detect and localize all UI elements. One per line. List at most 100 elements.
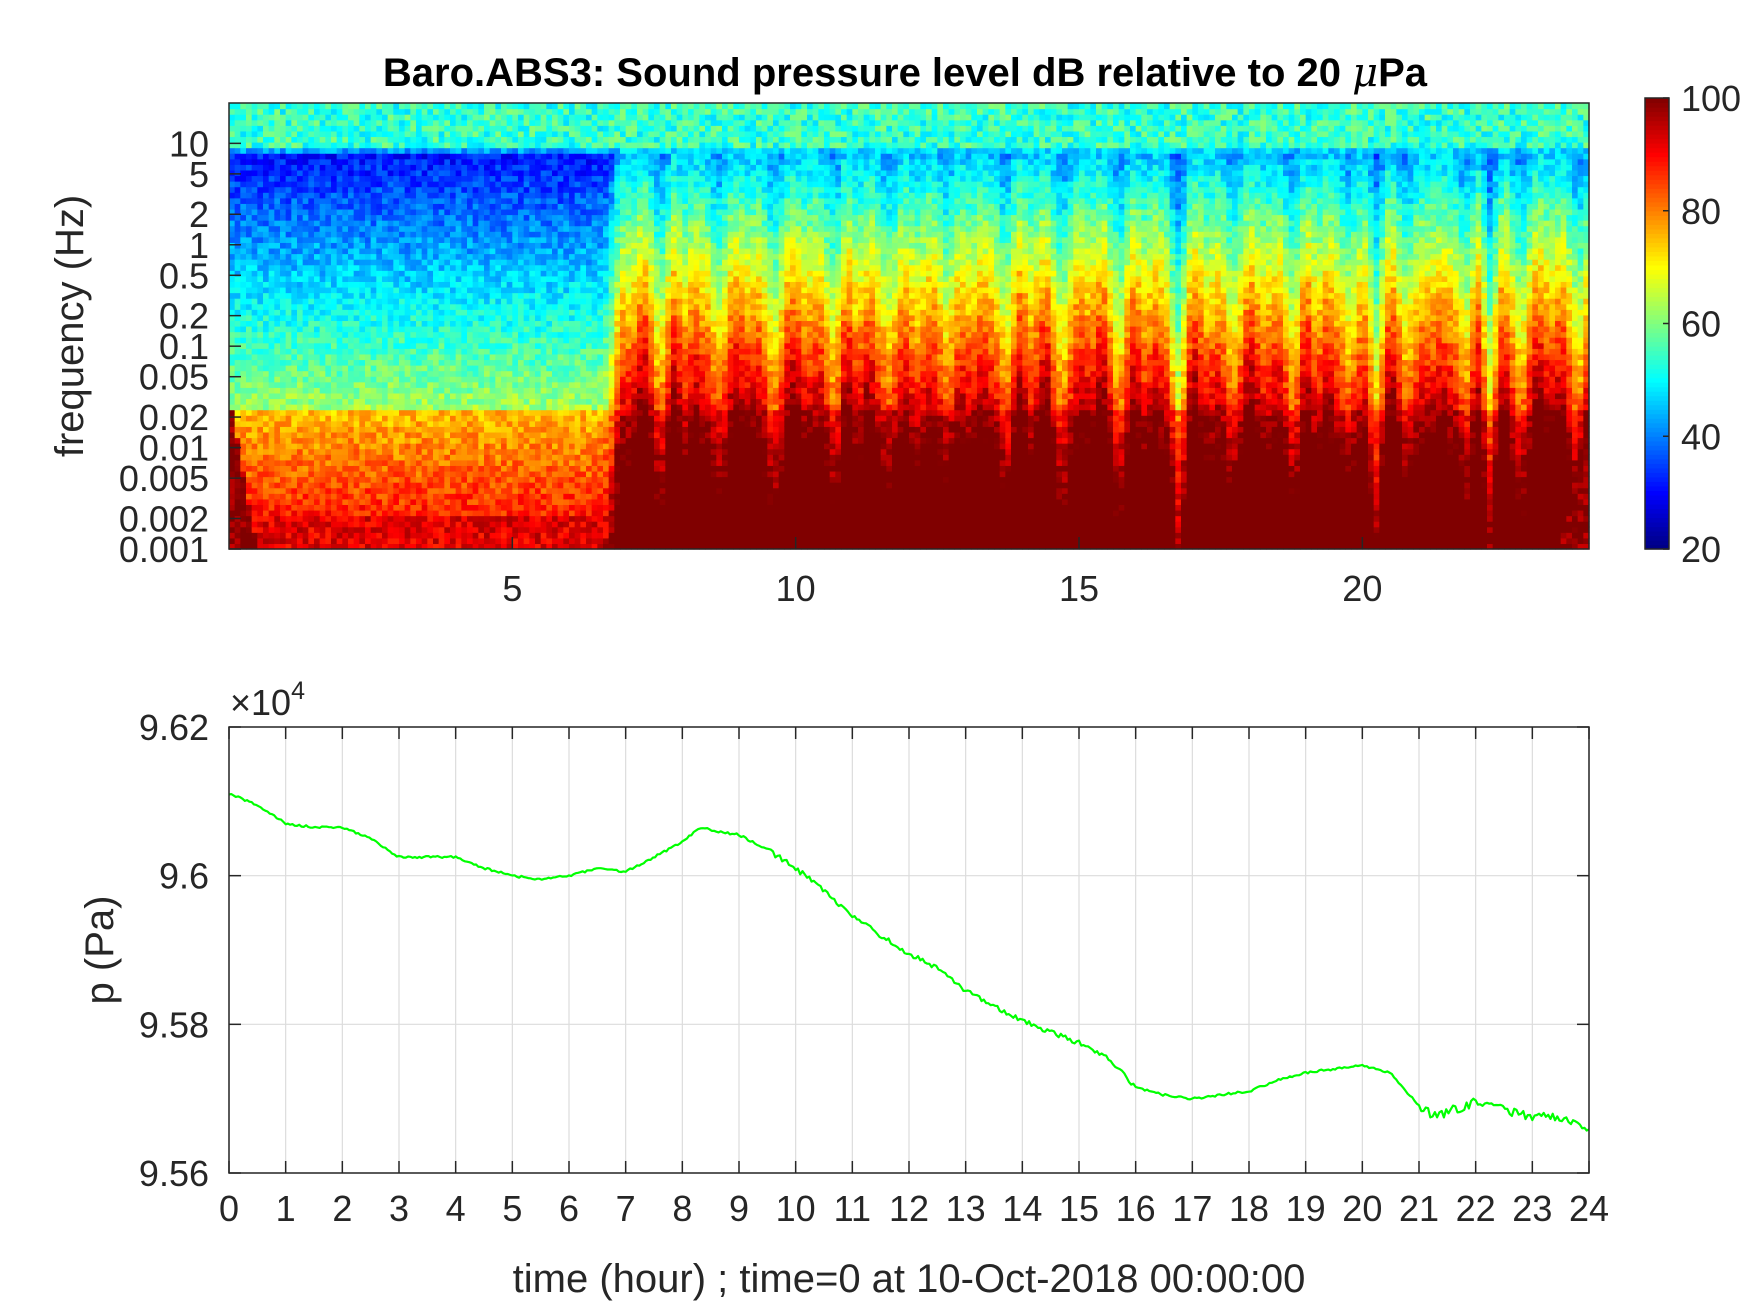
- heatmap-cell: [467, 236, 474, 243]
- heatmap-cell: [410, 437, 417, 444]
- heatmap-cell: [410, 197, 417, 204]
- heatmap-cell: [336, 498, 343, 505]
- heatmap-cell: [263, 326, 270, 333]
- heatmap-cell: [444, 470, 451, 478]
- heatmap-cell: [342, 342, 349, 349]
- heatmap-cell: [489, 426, 496, 433]
- heatmap-cell: [382, 482, 389, 489]
- heatmap-cell: [297, 247, 304, 255]
- heatmap-cell: [478, 158, 485, 165]
- heatmap-cell: [285, 242, 292, 249]
- heatmap-cell: [353, 532, 360, 539]
- heatmap-cell: [523, 376, 530, 383]
- heatmap-cell: [450, 225, 457, 232]
- heatmap-cell: [263, 298, 270, 305]
- heatmap-cell: [331, 370, 338, 377]
- heatmap-cell: [540, 532, 547, 539]
- heatmap-cell: [234, 543, 241, 550]
- heatmap-cell: [365, 114, 372, 121]
- heatmap-cell: [274, 264, 281, 271]
- heatmap-cell: [325, 142, 332, 149]
- heatmap-cell: [353, 537, 360, 545]
- heatmap-cell: [251, 342, 258, 349]
- heatmap-cell: [523, 337, 530, 344]
- heatmap-cell: [569, 119, 576, 126]
- heatmap-cell: [518, 365, 525, 372]
- heatmap-cell: [325, 387, 332, 394]
- heatmap-cell: [489, 476, 496, 483]
- heatmap-cell: [501, 214, 508, 221]
- heatmap-cell: [438, 309, 445, 316]
- heatmap-cell: [529, 259, 536, 266]
- heatmap-cell: [240, 532, 247, 539]
- heatmap-cell: [319, 192, 326, 199]
- heatmap-cell: [410, 275, 417, 282]
- heatmap-cell: [240, 420, 247, 427]
- heatmap-cell: [478, 454, 485, 461]
- heatmap-cell: [240, 286, 247, 294]
- heatmap-cell: [472, 197, 479, 204]
- heatmap-cell: [274, 114, 281, 121]
- heatmap-cell: [512, 543, 519, 550]
- heatmap-cell: [325, 181, 332, 188]
- heatmap-cell: [552, 192, 559, 199]
- heatmap-cell: [353, 281, 360, 288]
- heatmap-cell: [370, 236, 377, 243]
- heatmap-cell: [563, 153, 570, 160]
- heatmap-cell: [387, 303, 394, 310]
- heatmap-cell: [325, 459, 332, 466]
- heatmap-cell: [450, 537, 457, 545]
- heatmap-cell: [523, 404, 530, 411]
- heatmap-cell: [535, 214, 542, 221]
- heatmap-cell: [427, 448, 434, 455]
- heatmap-cell: [302, 493, 309, 500]
- heatmap-cell: [563, 231, 570, 238]
- heatmap-cell: [399, 398, 406, 405]
- heatmap-cell: [512, 253, 519, 260]
- heatmap-cell: [308, 376, 315, 383]
- heatmap-cell: [314, 515, 321, 522]
- heatmap-cell: [416, 164, 423, 171]
- heatmap-cell: [410, 242, 417, 249]
- heatmap-cell: [314, 376, 321, 383]
- heatmap-cell: [501, 493, 508, 500]
- heatmap-cell: [263, 236, 270, 243]
- heatmap-cell: [557, 353, 564, 361]
- heatmap-cell: [263, 415, 270, 422]
- heatmap-cell: [410, 326, 417, 333]
- heatmap-cell: [251, 286, 258, 294]
- heatmap-cell: [569, 292, 576, 299]
- heatmap-cell: [580, 387, 587, 394]
- heatmap-cell: [410, 476, 417, 483]
- heatmap-cell: [268, 359, 275, 366]
- heatmap-cell: [557, 526, 564, 533]
- heatmap-cell: [512, 415, 519, 422]
- heatmap-cell: [416, 169, 423, 177]
- heatmap-cell: [268, 286, 275, 294]
- heatmap-cell: [336, 515, 343, 522]
- heatmap-cell: [331, 114, 338, 121]
- heatmap-cell: [552, 136, 559, 143]
- heatmap-cell: [416, 275, 423, 282]
- heatmap-cell: [353, 326, 360, 333]
- heatmap-cell: [319, 142, 326, 149]
- heatmap-cell: [540, 153, 547, 160]
- heatmap-cell: [410, 286, 417, 294]
- heatmap-cell: [444, 521, 451, 528]
- heatmap-cell: [433, 359, 440, 366]
- heatmap-cell: [285, 331, 292, 338]
- heatmap-cell: [529, 532, 536, 539]
- heatmap-cell: [478, 543, 485, 550]
- heatmap-cell: [229, 476, 236, 483]
- heatmap-cell: [535, 348, 542, 355]
- heatmap-cell: [234, 253, 241, 260]
- heatmap-cell: [563, 420, 570, 427]
- heatmap-cell: [563, 147, 570, 154]
- heatmap-cell: [421, 387, 428, 394]
- heatmap-cell: [365, 303, 372, 310]
- heatmap-cell: [240, 186, 247, 193]
- heatmap-cell: [399, 448, 406, 455]
- heatmap-cell: [484, 532, 491, 539]
- heatmap-cell: [518, 532, 525, 539]
- heatmap-cell: [308, 387, 315, 394]
